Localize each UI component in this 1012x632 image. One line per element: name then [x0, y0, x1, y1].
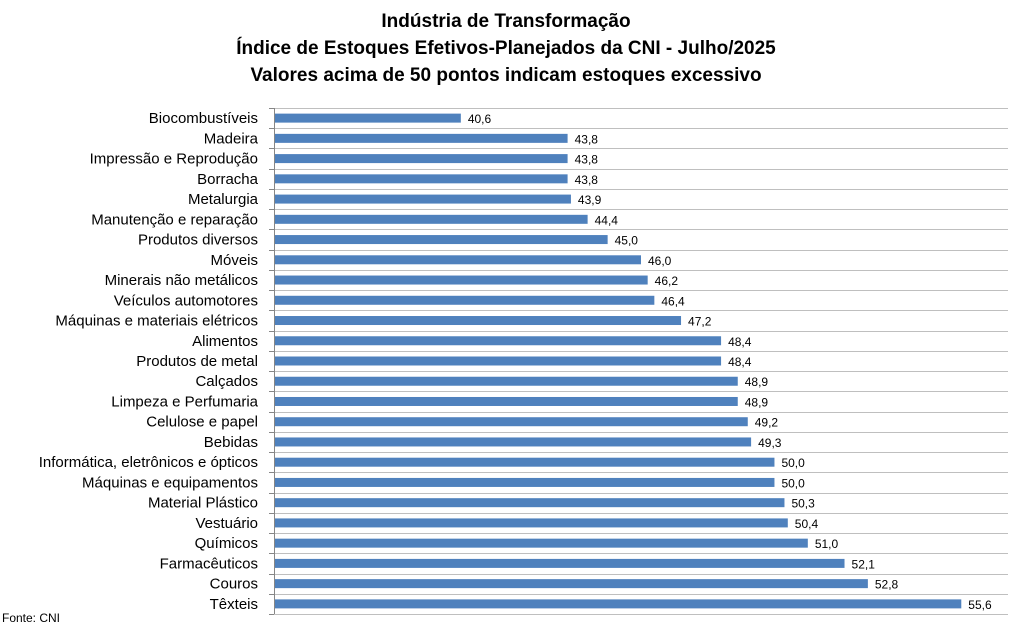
data-label: 50,0: [781, 476, 805, 490]
category-label: Móveis: [210, 252, 258, 269]
source-note: Fonte: CNI: [2, 611, 61, 625]
category-label: Madeira: [204, 130, 259, 147]
data-label: 45,0: [615, 234, 639, 248]
bar: [275, 538, 808, 548]
bar: [275, 194, 571, 204]
bar: [275, 235, 608, 245]
data-label: 48,4: [728, 355, 752, 369]
data-label: 48,9: [745, 375, 769, 389]
category-label: Biocombustíveis: [149, 110, 258, 127]
bar: [275, 295, 655, 305]
category-label: Máquinas e equipamentos: [82, 474, 258, 491]
data-label: 50,3: [791, 497, 815, 511]
bar: [275, 336, 722, 346]
data-label: 43,8: [575, 132, 599, 146]
category-labels: Biocombustíveis Madeira Impressão e Reprod…: [39, 110, 259, 613]
bar: [275, 133, 568, 143]
data-label: 46,0: [648, 254, 672, 268]
bar: [275, 558, 845, 568]
data-label: 49,3: [758, 436, 782, 450]
data-label: 50,4: [795, 517, 819, 531]
bar: [275, 477, 775, 487]
bar: [275, 154, 568, 164]
bar: [275, 437, 752, 447]
data-label: 46,2: [655, 274, 679, 288]
category-label: Bebidas: [204, 434, 258, 451]
bars: [275, 113, 962, 609]
bar: [275, 417, 748, 427]
chart-title: Indústria de Transformação: [381, 11, 631, 32]
category-label: Veículos automotores: [114, 292, 258, 309]
bar: [275, 174, 568, 184]
category-label: Vestuário: [195, 515, 258, 532]
category-label: Material Plástico: [148, 495, 258, 512]
bar: [275, 316, 682, 326]
data-label: 51,0: [815, 537, 839, 551]
bar: [275, 518, 788, 528]
category-label: Farmacêuticos: [160, 555, 258, 572]
data-label: 47,2: [688, 315, 712, 329]
data-label: 52,8: [875, 578, 899, 592]
data-label: 50,0: [781, 456, 805, 470]
category-label: Têxteis: [210, 596, 258, 613]
data-label: 48,4: [728, 335, 752, 349]
data-label: 43,8: [575, 153, 599, 167]
data-label: 43,8: [575, 173, 599, 187]
bar: [275, 376, 738, 386]
data-label: 52,1: [852, 557, 876, 571]
bar: [275, 214, 588, 224]
chart-title-block: Indústria de Transformação Índice de Est…: [0, 8, 1012, 89]
chart-subtitle-note: Valores acima de 50 pontos indicam estoq…: [250, 65, 762, 86]
category-label: Couros: [210, 576, 258, 593]
bar: [275, 599, 962, 609]
category-label: Máquinas e materiais elétricos: [55, 313, 258, 330]
bar: [275, 396, 738, 406]
data-label: 55,6: [968, 598, 992, 612]
bar: [275, 113, 461, 123]
category-label: Manutenção e reparação: [91, 211, 258, 228]
bar: [275, 457, 775, 467]
bar: [275, 275, 648, 285]
category-label: Borracha: [197, 171, 259, 188]
data-label: 43,9: [578, 193, 602, 207]
data-label: 40,6: [468, 112, 492, 126]
category-label: Minerais não metálicos: [105, 272, 258, 289]
data-label: 44,4: [595, 213, 619, 227]
category-label: Impressão e Reprodução: [90, 151, 258, 168]
data-label: 49,2: [755, 416, 779, 430]
gridlines: [274, 108, 1008, 615]
category-label: Limpeza e Perfumaria: [111, 393, 258, 410]
data-label: 48,9: [745, 395, 769, 409]
data-labels: 40,6 43,8 43,8 43,8 43,9 44,4 45,0 46,0 46,2 46,4…: [468, 112, 992, 612]
category-label: Celulose e papel: [146, 414, 258, 431]
data-label: 46,4: [661, 294, 685, 308]
bar: [275, 579, 868, 589]
category-label: Produtos diversos: [138, 232, 258, 249]
bar: [275, 255, 641, 265]
category-label: Calçados: [195, 373, 258, 390]
category-axis: [269, 108, 275, 615]
category-label: Metalurgia: [188, 191, 259, 208]
chart-subtitle: Índice de Estoques Efetivos-Planejados d…: [236, 38, 776, 59]
category-label: Alimentos: [192, 333, 258, 350]
category-label: Informática, eletrônicos e ópticos: [39, 454, 258, 471]
bar: [275, 498, 785, 508]
bar: [275, 356, 722, 366]
category-label: Químicos: [195, 535, 258, 552]
category-label: Produtos de metal: [136, 353, 258, 370]
